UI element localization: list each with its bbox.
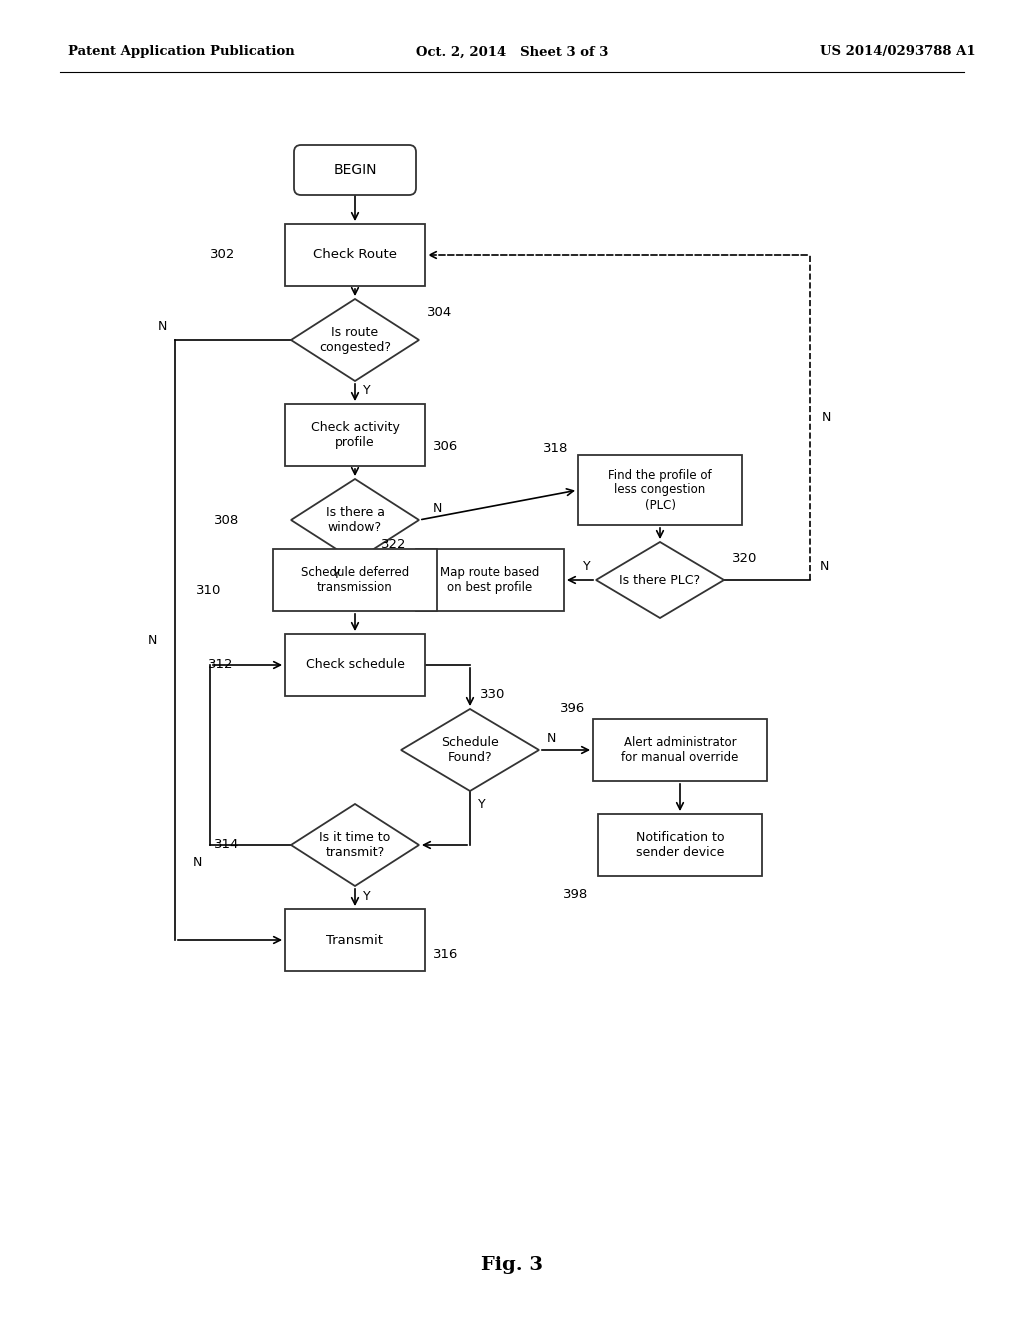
Polygon shape (596, 543, 724, 618)
Text: 322: 322 (381, 537, 406, 550)
Text: Y: Y (478, 799, 485, 812)
Polygon shape (401, 709, 539, 791)
FancyBboxPatch shape (416, 549, 564, 611)
Text: Check Route: Check Route (313, 248, 397, 261)
Text: 304: 304 (427, 305, 453, 318)
FancyBboxPatch shape (285, 909, 425, 972)
Text: N: N (822, 411, 831, 424)
Text: Check schedule: Check schedule (305, 659, 404, 672)
Text: 314: 314 (214, 838, 239, 851)
Text: 316: 316 (433, 948, 459, 961)
FancyBboxPatch shape (285, 634, 425, 696)
Polygon shape (291, 479, 419, 561)
Text: US 2014/0293788 A1: US 2014/0293788 A1 (820, 45, 976, 58)
Text: Oct. 2, 2014   Sheet 3 of 3: Oct. 2, 2014 Sheet 3 of 3 (416, 45, 608, 58)
FancyBboxPatch shape (285, 404, 425, 466)
Text: 312: 312 (208, 659, 233, 672)
Polygon shape (291, 300, 419, 381)
Text: 396: 396 (560, 701, 585, 714)
Text: 310: 310 (196, 583, 221, 597)
FancyBboxPatch shape (285, 224, 425, 286)
Text: Is route
congested?: Is route congested? (319, 326, 391, 354)
FancyBboxPatch shape (578, 455, 742, 525)
Text: N: N (820, 560, 829, 573)
Text: Is it time to
transmit?: Is it time to transmit? (319, 832, 390, 859)
Text: Check activity
profile: Check activity profile (310, 421, 399, 449)
Text: Y: Y (362, 384, 371, 397)
Text: 320: 320 (732, 552, 758, 565)
Text: Is there PLC?: Is there PLC? (620, 573, 700, 586)
Text: 330: 330 (480, 688, 506, 701)
Text: Schedule
Found?: Schedule Found? (441, 737, 499, 764)
Text: 306: 306 (433, 441, 459, 454)
Polygon shape (291, 804, 419, 886)
Text: Alert administrator
for manual override: Alert administrator for manual override (622, 737, 738, 764)
Text: N: N (158, 319, 167, 333)
Text: Is there a
window?: Is there a window? (326, 506, 384, 535)
Text: Find the profile of
less congestion
(PLC): Find the profile of less congestion (PLC… (608, 469, 712, 511)
Text: 308: 308 (214, 513, 239, 527)
Text: 318: 318 (543, 441, 568, 454)
FancyBboxPatch shape (598, 814, 762, 876)
Text: Map route based
on best profile: Map route based on best profile (440, 566, 540, 594)
Text: Notification to
sender device: Notification to sender device (636, 832, 724, 859)
FancyBboxPatch shape (294, 145, 416, 195)
Text: 398: 398 (563, 888, 588, 902)
Text: Fig. 3: Fig. 3 (481, 1257, 543, 1274)
Text: N: N (547, 731, 556, 744)
Text: BEGIN: BEGIN (333, 162, 377, 177)
FancyBboxPatch shape (593, 719, 767, 781)
Text: Y: Y (362, 890, 371, 903)
Text: Y: Y (584, 560, 591, 573)
Text: Schedule deferred
transmission: Schedule deferred transmission (301, 566, 410, 594)
Text: N: N (433, 502, 442, 515)
Text: N: N (193, 857, 202, 870)
Text: Y: Y (334, 569, 341, 582)
FancyBboxPatch shape (273, 549, 437, 611)
Text: Patent Application Publication: Patent Application Publication (68, 45, 295, 58)
Text: N: N (147, 634, 157, 647)
Text: Transmit: Transmit (327, 933, 384, 946)
Text: 302: 302 (210, 248, 234, 261)
